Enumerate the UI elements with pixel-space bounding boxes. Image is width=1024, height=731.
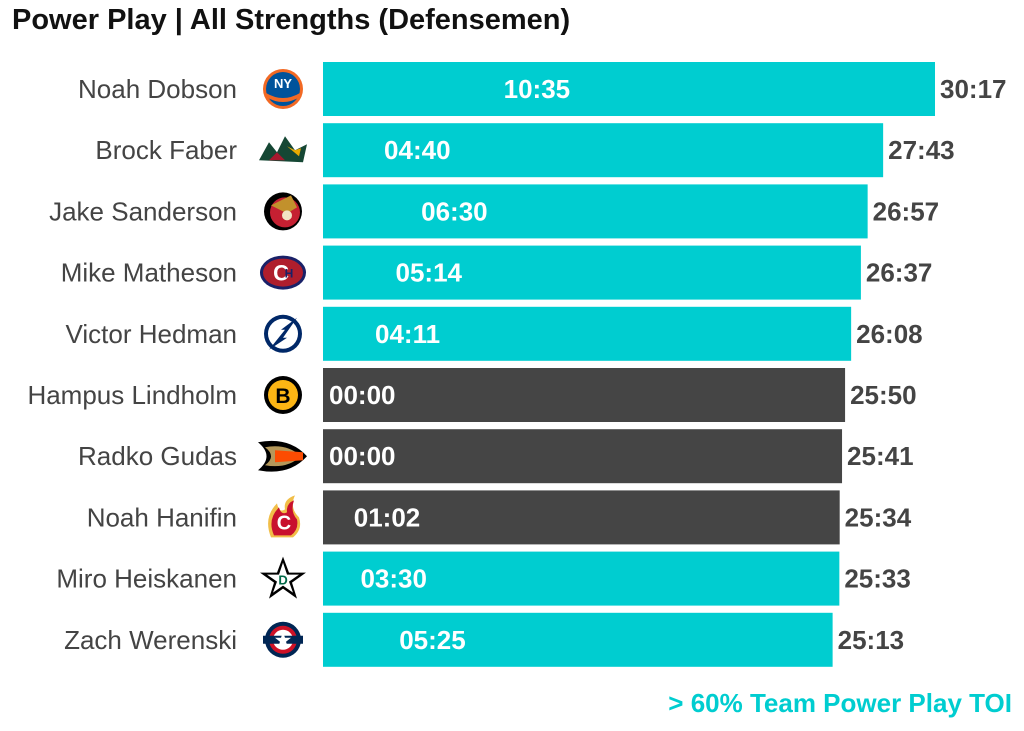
svg-text:B: B [275, 385, 290, 408]
power-play-toi-label: 05:25 [399, 625, 466, 655]
total-toi-label: 30:17 [940, 74, 1007, 104]
total-toi-label: 26:08 [856, 319, 923, 349]
power-play-toi-label: 10:35 [504, 74, 571, 104]
power-play-toi-label: 00:00 [329, 380, 396, 410]
bar [323, 612, 833, 667]
player-name-label: Brock Faber [95, 135, 237, 165]
player-name-label: Miro Heiskanen [56, 564, 237, 594]
bar-row: Noah Hanifin C 01:02 25:34 [87, 490, 912, 545]
power-play-toi-label: 05:14 [396, 258, 463, 288]
svg-text:H: H [285, 267, 294, 281]
power-play-toi-label: 06:30 [421, 196, 488, 226]
total-toi-label: 25:34 [845, 502, 912, 532]
total-toi-label: 27:43 [888, 135, 955, 165]
total-toi-label: 26:37 [866, 258, 933, 288]
minnesota-wild-logo-icon [259, 136, 307, 163]
bar [323, 306, 852, 361]
total-toi-label: 25:50 [850, 380, 917, 410]
boston-bruins-logo-icon: B [264, 376, 302, 414]
bar [323, 551, 840, 606]
bar-row: Hampus Lindholm B 00:00 25:50 [27, 368, 917, 422]
legend-label: > 60% Team Power Play TOI [668, 688, 1012, 718]
player-name-label: Victor Hedman [66, 319, 238, 349]
columbus-blue-jackets-logo-icon [263, 621, 303, 658]
dallas-stars-logo-icon: D [260, 556, 306, 599]
bar-row: Jake Sanderson 06:30 26:57 [49, 184, 940, 239]
player-name-label: Jake Sanderson [49, 196, 237, 226]
power-play-toi-label: 04:11 [375, 319, 440, 349]
player-name-label: Noah Dobson [78, 74, 237, 104]
bar [323, 62, 936, 116]
bar [323, 368, 846, 422]
player-name-label: Mike Matheson [61, 258, 237, 288]
bar-row: Noah Dobson NY 10:35 30:17 [78, 62, 1007, 116]
chart-title: Power Play | All Strengths (Defensemen) [12, 4, 571, 36]
bar [323, 123, 884, 178]
svg-text:C: C [273, 261, 289, 286]
bar [323, 245, 861, 300]
player-name-label: Noah Hanifin [87, 502, 237, 532]
total-toi-label: 25:13 [838, 625, 905, 655]
power-play-toi-label: 01:02 [354, 502, 421, 532]
power-play-toi-label: 04:40 [384, 135, 451, 165]
bar-row: Brock Faber 04:40 27:43 [95, 123, 955, 178]
bar [323, 184, 868, 239]
bar-row: Mike Matheson CH 05:14 26:37 [61, 245, 933, 300]
power-play-toi-label: 00:00 [329, 441, 396, 471]
new-york-islanders-logo-icon: NY [263, 69, 303, 109]
bar [323, 490, 840, 545]
bar-row: Zach Werenski 05:25 25:13 [64, 612, 905, 667]
player-name-label: Hampus Lindholm [27, 380, 237, 410]
bar [323, 429, 843, 484]
calgary-flames-logo-icon: C [268, 495, 301, 538]
svg-text:C: C [277, 512, 291, 534]
total-toi-label: 26:57 [873, 196, 940, 226]
anaheim-ducks-logo-icon [258, 440, 307, 472]
bar-row: Miro Heiskanen D 03:30 25:33 [56, 551, 911, 606]
svg-text:D: D [278, 573, 287, 588]
power-play-toi-label: 03:30 [360, 564, 427, 594]
total-toi-label: 25:33 [844, 564, 911, 594]
svg-text:NY: NY [274, 76, 292, 91]
tampa-bay-lightning-logo-icon [264, 314, 302, 353]
ottawa-senators-logo-icon [264, 192, 302, 231]
montreal-canadiens-logo-icon: CH [260, 255, 306, 290]
total-toi-label: 25:41 [847, 441, 914, 471]
player-name-label: Radko Gudas [78, 441, 237, 471]
bar-row: Radko Gudas 00:00 25:41 [78, 429, 914, 484]
bar-row: Victor Hedman 04:11 26:08 [66, 306, 923, 361]
player-name-label: Zach Werenski [64, 625, 237, 655]
